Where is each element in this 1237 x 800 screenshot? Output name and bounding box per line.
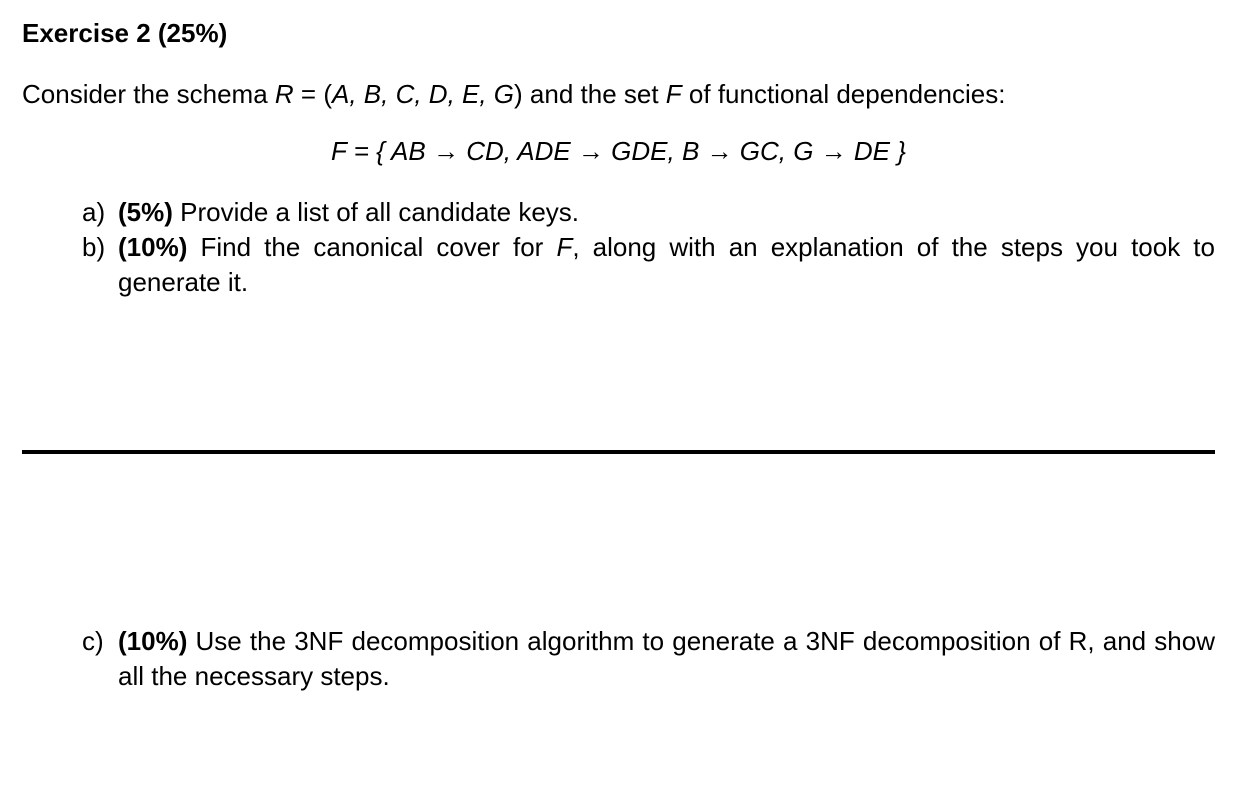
- fd1-r: CD: [466, 136, 504, 166]
- arrow-icon: →: [571, 136, 611, 166]
- formula-close: }: [890, 136, 906, 166]
- page-divider: [22, 450, 1215, 454]
- fd4-r: DE: [854, 136, 890, 166]
- fd4-l: G: [793, 136, 813, 166]
- arrow-icon: →: [699, 136, 739, 166]
- weight-a: (5%): [118, 197, 173, 227]
- set-name: F: [666, 79, 682, 109]
- intro-paragraph: Consider the schema R = (A, B, C, D, E, …: [22, 77, 1215, 112]
- fd3-l: B: [682, 136, 699, 166]
- text-a: Provide a list of all candidate keys.: [173, 197, 579, 227]
- sep3: ,: [779, 136, 793, 166]
- fd2-r: GDE: [611, 136, 667, 166]
- marker-a: a): [82, 195, 118, 230]
- formula-eq: = {: [346, 136, 391, 166]
- sep1: ,: [504, 136, 517, 166]
- text-b-pre: Find the canonical cover for: [187, 232, 556, 262]
- fd2-l: ADE: [517, 136, 570, 166]
- question-list-top: a) (5%) Provide a list of all candidate …: [22, 195, 1215, 300]
- formula-lhs: F: [331, 136, 346, 166]
- var-b: F: [556, 232, 572, 262]
- question-c: c) (10%) Use the 3NF decomposition algor…: [82, 624, 1215, 694]
- weight-b: (10%): [118, 232, 187, 262]
- page-divider-wrap: [22, 450, 1215, 454]
- marker-c: c): [82, 624, 118, 694]
- body-b: (10%) Find the canonical cover for F, al…: [118, 230, 1215, 300]
- body-c: (10%) Use the 3NF decomposition algorith…: [118, 624, 1215, 694]
- question-a: a) (5%) Provide a list of all candidate …: [82, 195, 1215, 230]
- fd3-r: GC: [740, 136, 779, 166]
- fd-set-formula: F = { AB → CD, ADE → GDE, B → GC, G → DE…: [22, 136, 1215, 167]
- weight-c: (10%): [118, 626, 187, 656]
- intro-suffix: of functional dependencies:: [682, 79, 1006, 109]
- exercise-page: Exercise 2 (25%) Consider the schema R =…: [0, 0, 1237, 725]
- marker-b: b): [82, 230, 118, 300]
- arrow-icon: →: [813, 136, 853, 166]
- intro-eq: = (: [294, 79, 332, 109]
- intro-prefix: Consider the schema: [22, 79, 275, 109]
- body-a: (5%) Provide a list of all candidate key…: [118, 195, 1215, 230]
- sep2: ,: [668, 136, 682, 166]
- exercise-title: Exercise 2 (25%): [22, 18, 1215, 49]
- text-c: Use the 3NF decomposition algorithm to g…: [118, 626, 1215, 691]
- question-list-bottom: c) (10%) Use the 3NF decomposition algor…: [22, 624, 1215, 694]
- schema-attrs: A, B, C, D, E, G: [332, 79, 514, 109]
- fd1-l: AB: [391, 136, 426, 166]
- schema-lhs: R: [275, 79, 294, 109]
- question-b: b) (10%) Find the canonical cover for F,…: [82, 230, 1215, 300]
- intro-close: ) and the set: [514, 79, 666, 109]
- arrow-icon: →: [426, 136, 466, 166]
